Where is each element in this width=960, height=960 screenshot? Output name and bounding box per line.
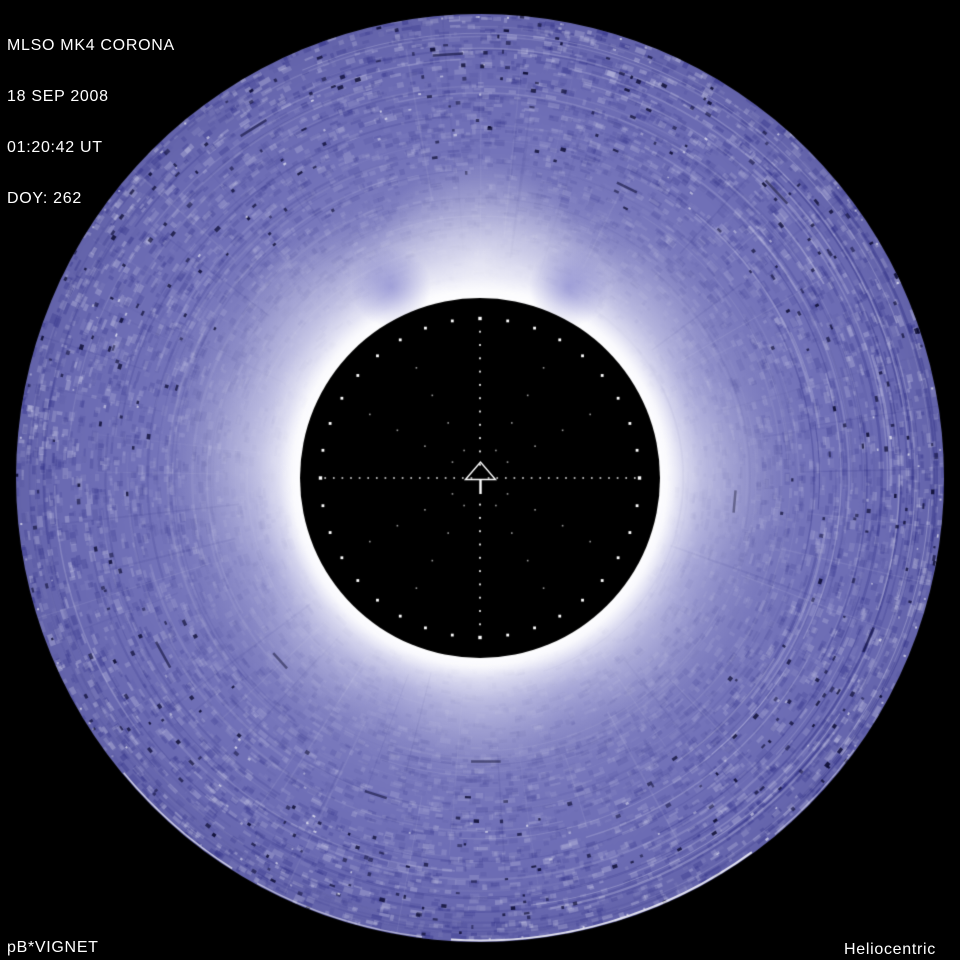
day-of-year: DOY: 262 bbox=[7, 190, 82, 207]
header-info: MLSO MK4 CORONA 18 SEP 2008 01:20:42 UT … bbox=[7, 3, 175, 241]
coordinate-system-label: Heliocentric bbox=[844, 941, 936, 958]
data-product-label: pB*VIGNET bbox=[7, 939, 99, 956]
observation-time: 01:20:42 UT bbox=[7, 139, 103, 156]
observation-date: 18 SEP 2008 bbox=[7, 88, 109, 105]
footer-info: pB*VIGNET MIN: −150.00 MAX: 500.00 bbox=[7, 905, 112, 960]
instrument-title: MLSO MK4 CORONA bbox=[7, 37, 175, 54]
